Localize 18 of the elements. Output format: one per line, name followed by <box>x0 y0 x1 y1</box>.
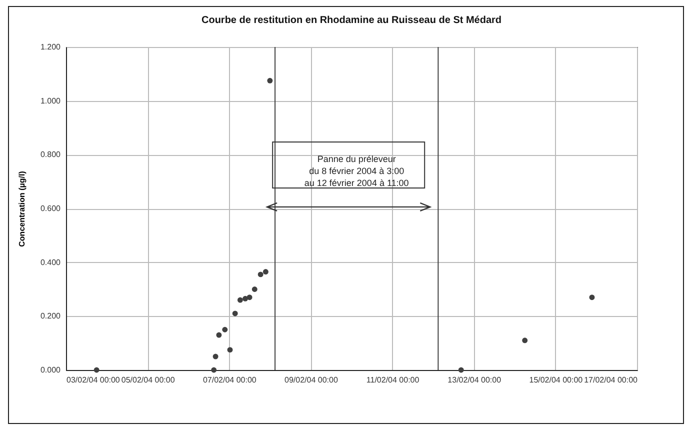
x-tick-label: 05/02/04 00:00 <box>121 376 176 384</box>
chart-title: Courbe de restitution en Rhodamine au Ruisseau de St Médard <box>201 15 502 26</box>
x-tick-label: 11/02/04 00:00 <box>366 376 420 384</box>
y-tick-label: 0.200 <box>40 312 62 321</box>
x-tick-label: 07/02/04 00:00 <box>202 376 257 384</box>
x-tick-label: 15/02/04 00:00 <box>529 376 584 384</box>
y-tick-label: 1.000 <box>40 96 62 106</box>
y-tick-label: 0.600 <box>40 204 62 213</box>
x-tick-label: 13/02/04 00:00 <box>448 376 502 384</box>
y-tick-label: 0.000 <box>40 366 62 374</box>
y-tick-label: 1.200 <box>40 42 62 52</box>
x-tick-label: 03/02/04 00:00 <box>66 376 120 384</box>
annotation: Panne du préleveur du 8 février 2004 à 3:00 au 12 février 2004 à 11:00 <box>304 154 409 188</box>
y-tick-label: 0.800 <box>40 150 62 160</box>
x-tick-label: 17/02/04 00:00 <box>584 376 638 384</box>
x-tick-label: 09/02/04 00:00 <box>284 376 338 384</box>
y-axis-title: Concentration (µg/l) <box>17 170 26 247</box>
y-tick-label: 0.400 <box>40 258 62 267</box>
